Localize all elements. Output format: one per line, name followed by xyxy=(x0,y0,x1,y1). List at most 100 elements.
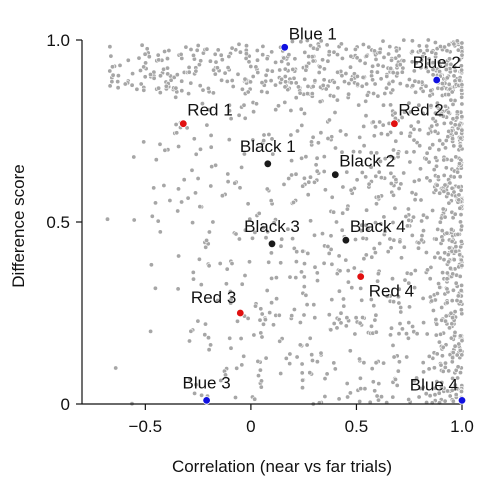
background-point xyxy=(416,43,422,49)
background-point xyxy=(450,101,456,107)
background-point xyxy=(295,84,301,90)
background-point xyxy=(377,158,383,164)
background-point xyxy=(183,44,189,50)
background-point xyxy=(378,221,384,227)
background-point xyxy=(245,89,251,95)
background-point xyxy=(343,132,349,138)
background-point xyxy=(439,304,445,310)
background-point xyxy=(453,154,459,160)
highlighted-point xyxy=(331,170,340,179)
background-point xyxy=(173,85,179,91)
background-point xyxy=(318,350,324,356)
background-point xyxy=(345,279,351,285)
background-point xyxy=(253,64,259,70)
background-point xyxy=(110,72,116,78)
background-point xyxy=(264,56,270,62)
background-point xyxy=(273,59,279,65)
background-point xyxy=(456,122,462,128)
background-point xyxy=(404,223,410,229)
background-point xyxy=(390,192,396,198)
background-point xyxy=(156,85,162,91)
background-point xyxy=(242,272,248,278)
background-point xyxy=(372,220,378,226)
background-point xyxy=(288,80,294,86)
background-point xyxy=(248,79,254,85)
background-point xyxy=(436,339,442,345)
background-point xyxy=(433,316,439,322)
background-point xyxy=(333,219,339,225)
background-point xyxy=(271,220,277,226)
background-point xyxy=(298,269,304,275)
background-point xyxy=(356,102,362,108)
background-point xyxy=(454,352,460,358)
background-point xyxy=(355,81,361,87)
background-point xyxy=(447,265,453,271)
background-point xyxy=(441,44,447,50)
background-point xyxy=(304,342,310,348)
background-point xyxy=(418,57,424,63)
background-point xyxy=(406,320,412,326)
background-point xyxy=(380,63,386,69)
background-point xyxy=(305,83,311,89)
background-point xyxy=(398,304,404,310)
background-point xyxy=(366,44,372,50)
background-point xyxy=(459,114,465,120)
background-point xyxy=(432,110,438,116)
background-point xyxy=(171,74,177,80)
background-point xyxy=(105,216,111,222)
background-point xyxy=(189,167,195,173)
background-point xyxy=(314,270,320,276)
background-point xyxy=(437,219,443,225)
background-point xyxy=(458,135,464,141)
background-point xyxy=(428,264,434,270)
background-point xyxy=(361,256,367,262)
background-point xyxy=(179,199,185,205)
background-point xyxy=(436,281,442,287)
background-point xyxy=(343,257,349,263)
background-point xyxy=(357,320,363,326)
background-point xyxy=(197,83,203,89)
background-point xyxy=(455,169,461,175)
background-point xyxy=(304,302,310,308)
background-point xyxy=(306,179,312,185)
background-point xyxy=(369,69,375,75)
background-point xyxy=(331,49,337,55)
background-point xyxy=(269,68,275,74)
background-point xyxy=(363,252,369,258)
point-annotation: Blue 1 xyxy=(289,24,337,43)
background-point xyxy=(436,390,442,396)
background-point xyxy=(190,269,196,275)
background-point xyxy=(268,250,274,256)
background-point xyxy=(380,38,386,44)
background-point xyxy=(299,122,305,128)
background-point xyxy=(352,46,358,52)
highlighted-point xyxy=(263,159,272,168)
background-point xyxy=(459,67,465,73)
background-point xyxy=(198,146,204,152)
background-point xyxy=(334,325,340,331)
background-point xyxy=(188,328,194,334)
background-point xyxy=(452,329,458,335)
background-point xyxy=(446,200,452,206)
background-point xyxy=(435,250,441,256)
background-point xyxy=(346,91,352,97)
background-point xyxy=(416,177,422,183)
background-point xyxy=(162,48,168,54)
background-point xyxy=(411,149,417,155)
background-point xyxy=(456,197,462,203)
background-point xyxy=(237,185,243,191)
background-point xyxy=(258,330,264,336)
background-point xyxy=(376,381,382,387)
background-point xyxy=(253,303,259,309)
background-point xyxy=(178,51,184,57)
background-point xyxy=(179,88,185,94)
background-point xyxy=(235,318,241,324)
background-point xyxy=(449,298,455,304)
background-point xyxy=(308,139,314,145)
background-point xyxy=(314,155,320,161)
background-point xyxy=(263,355,269,361)
background-point xyxy=(278,370,284,376)
background-point xyxy=(437,63,443,69)
background-point xyxy=(377,241,383,247)
background-point xyxy=(198,58,204,64)
